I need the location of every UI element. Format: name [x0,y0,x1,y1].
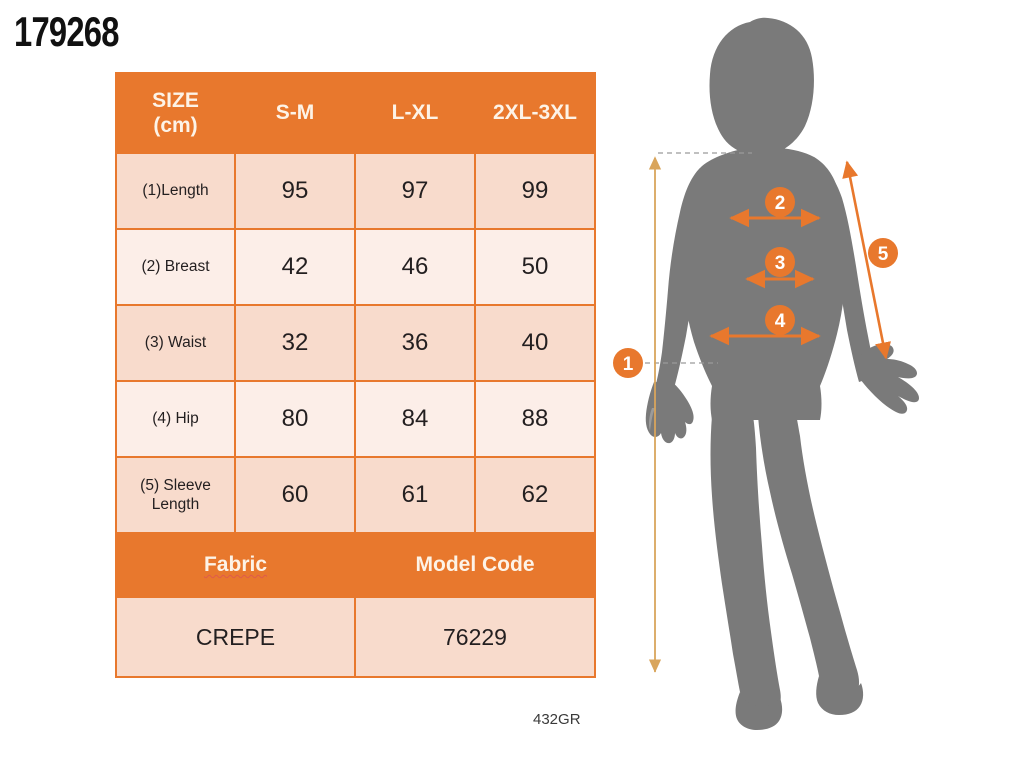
cell-breast-s-m: 42 [236,230,354,304]
subheader-model-code: Model Code [356,534,594,596]
cell-waist-s-m: 32 [236,306,354,380]
header-size-line2: (cm) [153,114,198,137]
table-row: (1)Length 95 97 99 [117,154,594,228]
female-silhouette-diagram: 1 2 3 4 5 [613,17,919,730]
table-subheader-row: Fabric Model Code [117,534,594,596]
silhouette-body [645,17,919,730]
sku-note: 432GR [533,711,581,728]
table-header-row: SIZE (cm) S-M L-XL 2XL-3XL [117,74,594,152]
cell-model-code-value: 76229 [356,598,594,676]
cell-sleeve-2xl-3xl: 62 [476,458,594,532]
sleeve-label-line2: Length [151,496,200,513]
cell-hip-s-m: 80 [236,382,354,456]
header-2xl-3xl: 2XL-3XL [476,74,594,152]
measurement-figure-panel: 1 2 3 4 5 [600,0,1024,758]
measure-badge-1: 1 [613,348,643,378]
measure-badge-3-label: 3 [775,253,786,274]
sleeve-measure-arrow [842,160,891,360]
measure-badge-2-label: 2 [775,193,786,214]
measure-badge-3: 3 [765,247,795,277]
cell-sleeve-s-m: 60 [236,458,354,532]
measure-badge-1-label: 1 [623,354,634,375]
sleeve-label-line1: (5) Sleeve [140,476,211,494]
cell-length-2xl-3xl: 99 [476,154,594,228]
measure-badge-5-label: 5 [878,244,889,265]
measure-badge-5: 5 [868,238,898,268]
cell-waist-2xl-3xl: 40 [476,306,594,380]
cell-waist-l-xl: 36 [356,306,474,380]
subheader-fabric: Fabric [117,534,354,596]
cell-breast-l-xl: 46 [356,230,474,304]
row-label-hip: (4) Hip [117,382,234,456]
page-title: 179268 [14,8,119,55]
row-label-waist: (3) Waist [117,306,234,380]
cell-breast-2xl-3xl: 50 [476,230,594,304]
cell-hip-l-xl: 84 [356,382,474,456]
table-row: (2) Breast 42 46 50 [117,230,594,304]
table-row: (4) Hip 80 84 88 [117,382,594,456]
header-size-cm: SIZE (cm) [117,74,234,152]
measure-badge-2: 2 [765,187,795,217]
measure-badge-4: 4 [765,305,795,335]
header-size-line1: SIZE [152,88,199,112]
cell-sleeve-l-xl: 61 [356,458,474,532]
table-row: (5) Sleeve Length 60 61 62 [117,458,594,532]
cell-length-s-m: 95 [236,154,354,228]
header-l-xl: L-XL [356,74,474,152]
cell-length-l-xl: 97 [356,154,474,228]
row-label-sleeve-length: (5) Sleeve Length [117,458,234,532]
row-label-length: (1)Length [117,154,234,228]
measure-badge-4-label: 4 [775,311,786,332]
cell-fabric-value: CREPE [117,598,354,676]
size-chart-table: SIZE (cm) S-M L-XL 2XL-3XL (1)Length 95 … [115,72,596,678]
header-s-m: S-M [236,74,354,152]
row-label-breast: (2) Breast [117,230,234,304]
table-row: CREPE 76229 [117,598,594,676]
table-row: (3) Waist 32 36 40 [117,306,594,380]
cell-hip-2xl-3xl: 88 [476,382,594,456]
subheader-fabric-label: Fabric [203,553,268,576]
